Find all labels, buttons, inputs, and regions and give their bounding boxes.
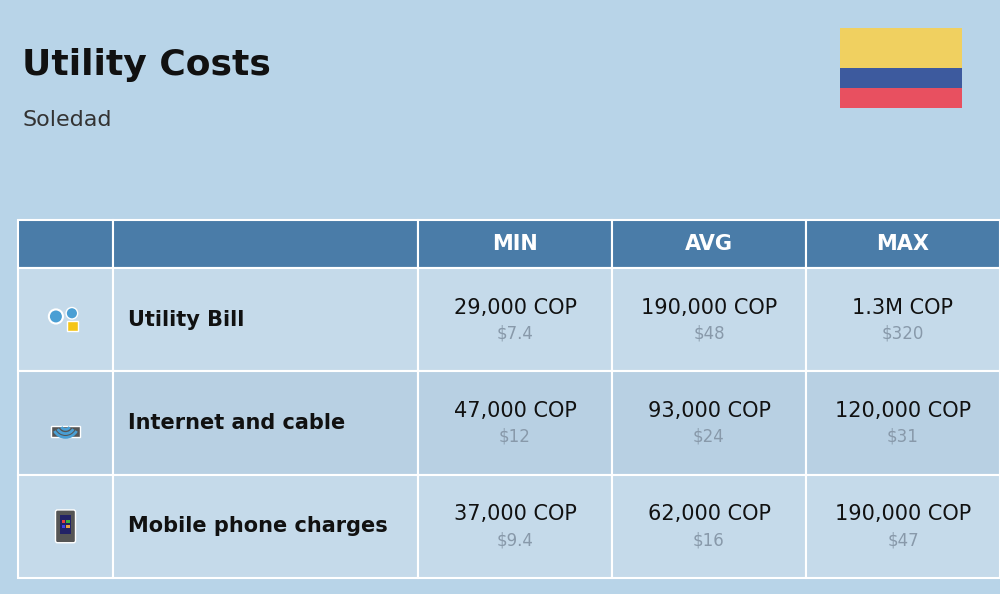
Text: 47,000 COP: 47,000 COP [454, 401, 576, 421]
Text: $12: $12 [499, 428, 531, 446]
Bar [806, 220, 1000, 268]
Text: $9.4: $9.4 [497, 532, 533, 549]
Bar [418, 268, 612, 371]
Text: 37,000 COP: 37,000 COP [454, 504, 576, 525]
Bar [113, 220, 418, 268]
Bar [66, 525, 70, 528]
Text: Utility Bill: Utility Bill [128, 309, 244, 330]
Bar [51, 426, 80, 437]
Text: $47: $47 [887, 532, 919, 549]
Bar [418, 220, 612, 268]
Text: MAX: MAX [876, 234, 930, 254]
Bar [418, 475, 612, 578]
Bar [18, 371, 113, 475]
Bar [18, 268, 113, 371]
Text: Soledad: Soledad [22, 110, 112, 130]
Text: $7.4: $7.4 [497, 325, 533, 343]
Bar [113, 475, 418, 578]
Bar [840, 68, 962, 88]
Text: Mobile phone charges: Mobile phone charges [128, 516, 388, 536]
Bar [612, 371, 806, 475]
Bar [612, 475, 806, 578]
Bar [62, 525, 65, 528]
Bar [113, 268, 418, 371]
Text: 29,000 COP: 29,000 COP [454, 298, 576, 318]
Text: Utility Costs: Utility Costs [22, 48, 271, 82]
Text: 190,000 COP: 190,000 COP [641, 298, 777, 318]
Circle shape [66, 308, 78, 319]
Text: $24: $24 [693, 428, 725, 446]
Text: AVG: AVG [685, 234, 733, 254]
Bar [806, 268, 1000, 371]
Text: 120,000 COP: 120,000 COP [835, 401, 971, 421]
Text: 1.3M COP: 1.3M COP [852, 298, 954, 318]
Circle shape [49, 309, 63, 324]
Bar [60, 515, 71, 535]
Text: $48: $48 [693, 325, 725, 343]
Text: 190,000 COP: 190,000 COP [835, 504, 971, 525]
Bar [66, 520, 70, 523]
Bar [18, 220, 113, 268]
Bar [62, 520, 65, 523]
Bar [612, 268, 806, 371]
Bar [67, 321, 78, 331]
Bar [18, 475, 113, 578]
FancyBboxPatch shape [56, 510, 76, 543]
Text: $320: $320 [882, 325, 924, 343]
Text: $16: $16 [693, 532, 725, 549]
Bar [418, 371, 612, 475]
Text: 93,000 COP: 93,000 COP [648, 401, 770, 421]
Bar [840, 88, 962, 108]
Bar [840, 28, 962, 68]
Bar [806, 475, 1000, 578]
Bar [806, 371, 1000, 475]
Text: 62,000 COP: 62,000 COP [648, 504, 770, 525]
Text: $31: $31 [887, 428, 919, 446]
Bar [612, 220, 806, 268]
Bar [113, 371, 418, 475]
Text: MIN: MIN [492, 234, 538, 254]
Text: Internet and cable: Internet and cable [128, 413, 345, 433]
